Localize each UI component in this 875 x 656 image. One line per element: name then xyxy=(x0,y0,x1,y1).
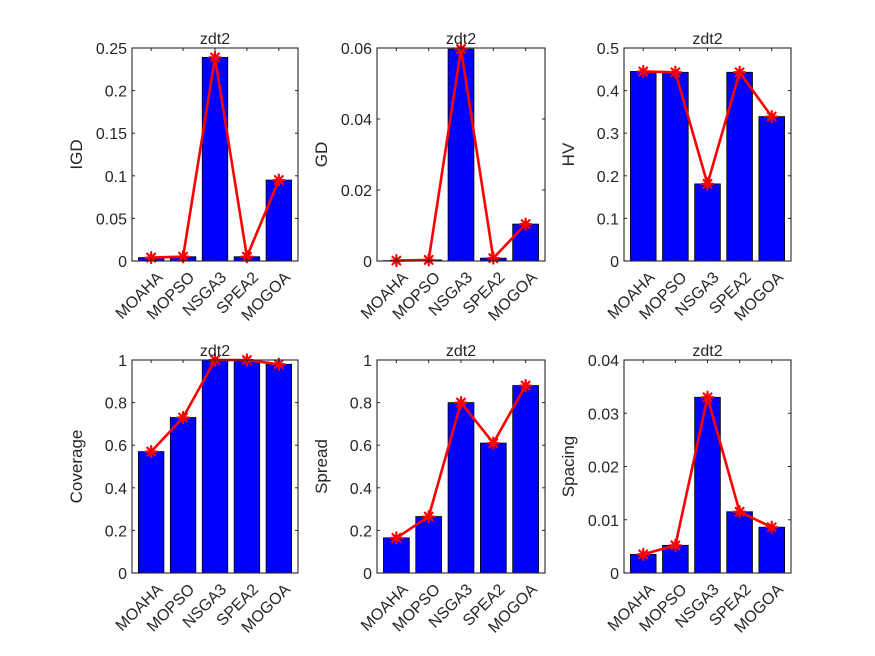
ytick-label: 0.02 xyxy=(341,183,372,200)
marker-mopso xyxy=(668,538,682,552)
subplot-title: zdt2 xyxy=(200,31,230,48)
ytick-label: 0.8 xyxy=(350,396,372,413)
bar-mogoa xyxy=(265,363,293,574)
marker-mopso xyxy=(422,509,436,524)
marker-spea2 xyxy=(733,505,747,519)
y-axis-label: IGD xyxy=(67,139,86,169)
marker-mogoa xyxy=(765,109,779,124)
ytick-label: 0.06 xyxy=(341,41,372,58)
subplot-title: zdt2 xyxy=(200,343,230,360)
ytick-label: 0.3 xyxy=(597,126,619,143)
bar-nsga3 xyxy=(694,396,721,574)
ytick-label: 0.01 xyxy=(588,513,619,530)
marker-mogoa xyxy=(519,378,533,393)
marker-nsga3 xyxy=(700,177,715,191)
marker-mogoa xyxy=(519,217,533,231)
marker-mopso xyxy=(176,250,190,264)
ytick-label: 0.04 xyxy=(588,353,619,370)
y-axis-label: GD xyxy=(312,142,331,168)
bar-nsga3 xyxy=(201,56,229,262)
bar-mopso xyxy=(415,516,443,574)
marker-nsga3 xyxy=(208,50,222,64)
marker-nsga3 xyxy=(454,396,468,410)
bar-mogoa xyxy=(758,116,785,262)
marker-moaha xyxy=(144,444,158,459)
y-axis-label: Spread xyxy=(312,439,331,494)
ytick-label: 0.1 xyxy=(597,211,619,228)
ytick-label: 0.2 xyxy=(105,84,127,101)
marker-moaha xyxy=(144,250,158,265)
ytick-label: 0.2 xyxy=(350,523,372,540)
ytick-label: 0.4 xyxy=(350,481,372,498)
marker-moaha xyxy=(636,64,650,79)
marker-mopso xyxy=(176,410,190,425)
bar-mogoa xyxy=(758,526,785,574)
ytick-label: 1 xyxy=(363,353,372,370)
subplot-title: zdt2 xyxy=(692,343,722,360)
bar-nsga3 xyxy=(694,183,721,262)
marker-nsga3 xyxy=(700,390,715,404)
marker-mogoa xyxy=(765,520,779,534)
marker-moaha xyxy=(389,531,403,545)
marker-mogoa xyxy=(272,173,286,187)
bar-spea2 xyxy=(726,511,753,574)
ytick-label: 0.05 xyxy=(96,211,127,228)
bar-spea2 xyxy=(479,442,507,574)
bar-mopso xyxy=(169,417,197,574)
subplot-hv: 00.10.20.30.40.5MOAHAMOPSONSGA3SPEA2MOGO… xyxy=(559,31,792,325)
marker-moaha xyxy=(636,547,650,561)
bar-moaha xyxy=(137,451,165,574)
ytick-label: 0.25 xyxy=(96,41,127,58)
ytick-label: 0.5 xyxy=(597,41,619,58)
ytick-label: 0 xyxy=(118,254,127,271)
subplots: 00.050.10.150.20.25MOAHAMOPSONSGA3SPEA2M… xyxy=(67,31,792,637)
ytick-label: 0.15 xyxy=(96,126,127,143)
subplot-title: zdt2 xyxy=(446,343,476,360)
ytick-label: 0.6 xyxy=(105,438,127,455)
ytick-label: 0.2 xyxy=(105,523,127,540)
bar-nsga3 xyxy=(447,402,475,574)
bar-moaha xyxy=(630,71,657,262)
bar-mogoa xyxy=(265,179,293,262)
ytick-label: 0.1 xyxy=(105,169,127,186)
ytick-label: 0 xyxy=(118,566,127,583)
ytick-label: 0 xyxy=(363,254,372,271)
bar-nsga3 xyxy=(201,359,229,574)
subplot-title: zdt2 xyxy=(692,31,722,48)
y-axis-label: Spacing xyxy=(559,436,578,497)
subplot-title: zdt2 xyxy=(446,31,476,48)
marker-spea2 xyxy=(733,65,747,79)
marker-mopso xyxy=(668,65,682,79)
ytick-label: 0 xyxy=(610,566,619,583)
bar-spea2 xyxy=(233,359,261,574)
marker-spea2 xyxy=(486,436,500,450)
ytick-label: 0.4 xyxy=(597,84,619,101)
ytick-label: 0.03 xyxy=(588,406,619,423)
ytick-label: 0.8 xyxy=(105,396,127,413)
bar-mogoa xyxy=(512,385,539,574)
ytick-label: 0.2 xyxy=(597,169,619,186)
ytick-label: 0 xyxy=(363,566,372,583)
ytick-label: 1 xyxy=(118,353,127,370)
ytick-label: 0.02 xyxy=(588,460,619,477)
bar-nsga3 xyxy=(447,48,475,262)
ytick-label: 0.04 xyxy=(341,112,372,129)
ytick-label: 0 xyxy=(610,254,619,271)
marker-spea2 xyxy=(240,250,254,264)
ytick-label: 0.6 xyxy=(350,438,372,455)
ytick-label: 0.4 xyxy=(105,481,127,498)
y-axis-label: HV xyxy=(559,142,578,166)
y-axis-label: Coverage xyxy=(67,430,86,504)
